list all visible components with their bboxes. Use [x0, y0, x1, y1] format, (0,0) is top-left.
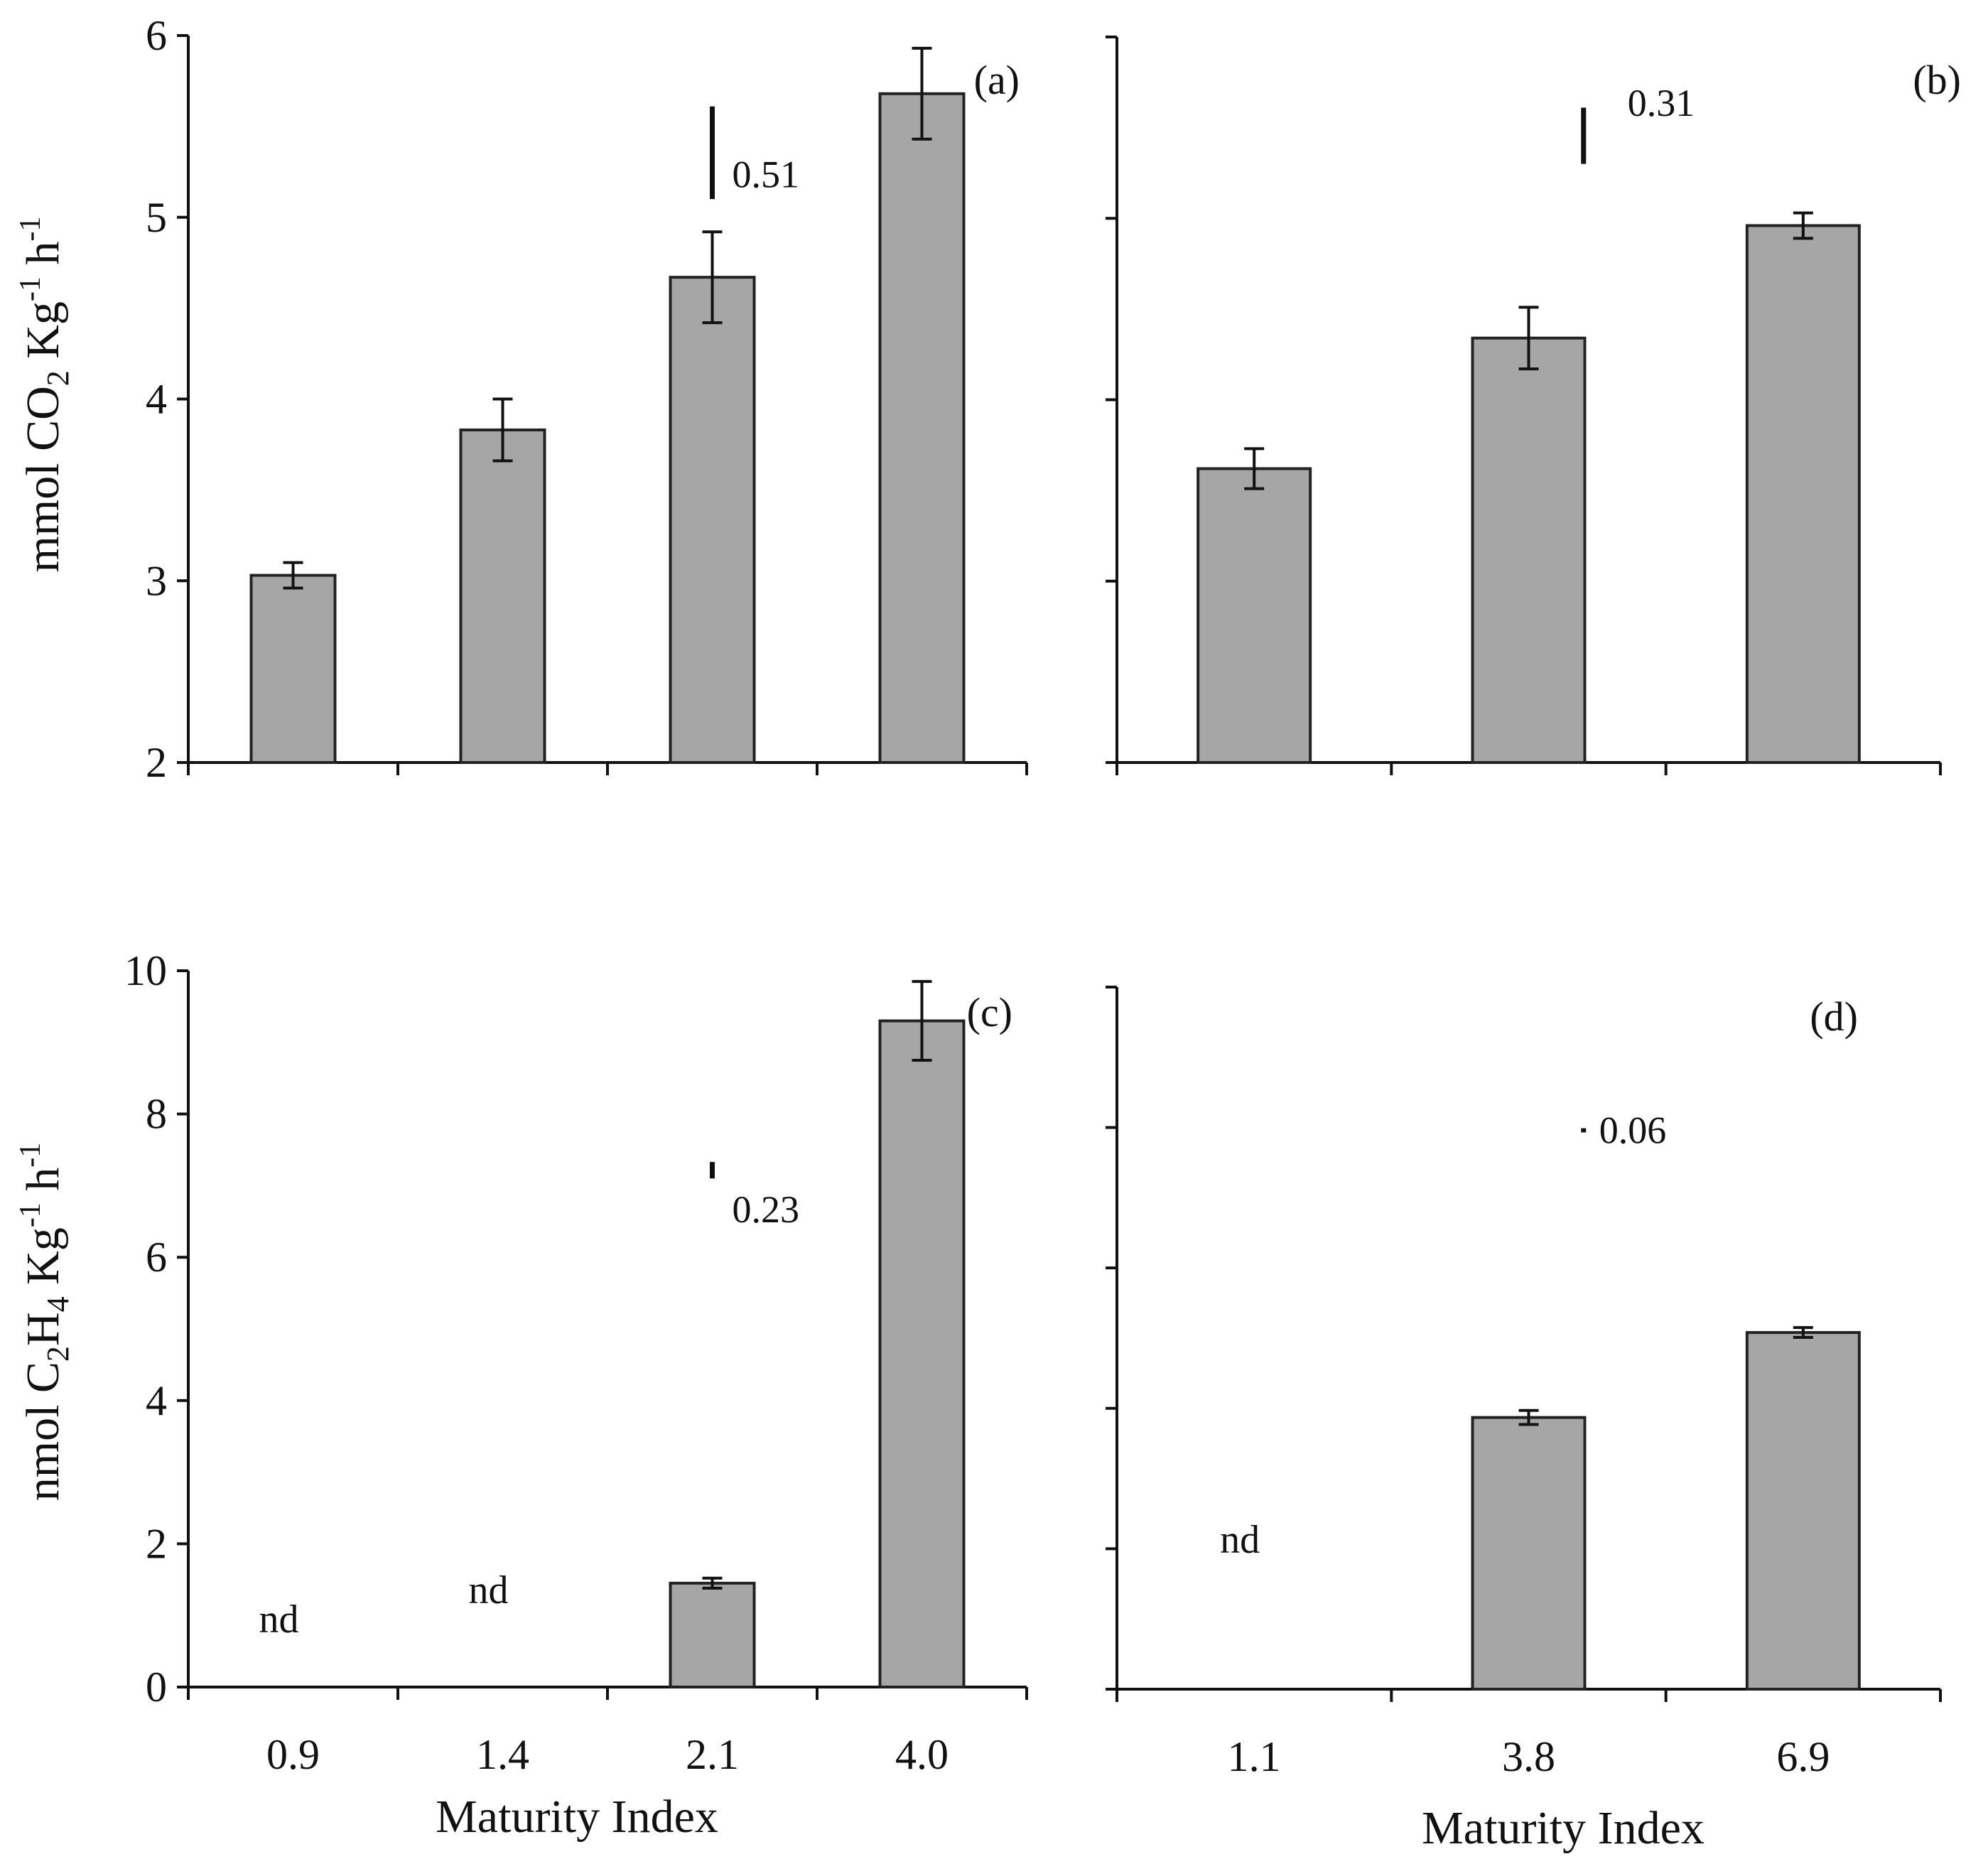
- x-axis-title-left: Maturity Index: [436, 1791, 718, 1843]
- bar: [1471, 1416, 1587, 1691]
- nd-label: nd: [1220, 1518, 1260, 1562]
- panel-b: 0.31 (b): [1106, 36, 1961, 775]
- x-tick-label: 3.8: [1502, 1733, 1555, 1780]
- y-tick-label: 4: [146, 1377, 167, 1424]
- lsd-label: 0.23: [733, 1188, 800, 1231]
- lsd-label: 0.06: [1599, 1109, 1667, 1152]
- y-tick-label: 5: [146, 194, 167, 241]
- y-tick-label: 10: [124, 947, 167, 994]
- panel-c: 0 2 4 6 8 10 nd 0.9 nd 1.4 2.1 4.0 0.23 (c): [124, 947, 1028, 1778]
- lsd-label: 0.51: [733, 153, 800, 196]
- y-tick-label: 3: [146, 557, 167, 604]
- x-tick-label: 2.1: [686, 1731, 739, 1778]
- nd-label: nd: [259, 1598, 299, 1642]
- panel-d: nd 1.1 3.8 6.9 0.06 (d): [1106, 986, 1942, 1780]
- y-tick-label: 8: [146, 1091, 167, 1138]
- y-tick-label: 6: [146, 1234, 167, 1281]
- y-tick-label: 0: [146, 1664, 167, 1711]
- bar: [669, 1581, 756, 1689]
- lsd-label: 0.31: [1628, 82, 1695, 124]
- nd-label: nd: [469, 1568, 509, 1612]
- panel-label: (a): [974, 57, 1020, 103]
- bar: [1745, 224, 1861, 764]
- bar: [249, 573, 337, 764]
- bar: [1745, 1331, 1861, 1691]
- bar: [1471, 336, 1587, 764]
- panel-a: 2 3 4 5 6 0.51 (a): [146, 12, 1028, 786]
- x-tick-label: 1.1: [1228, 1733, 1281, 1780]
- panel-label: (b): [1913, 57, 1961, 103]
- x-tick-label: 4.0: [895, 1731, 949, 1778]
- bar: [878, 92, 966, 764]
- y-axis-title-top: mmol CO2 Kg-1 h-1: [14, 217, 75, 573]
- y-tick-label: 6: [146, 12, 167, 59]
- x-axis-title-right: Maturity Index: [1422, 1802, 1705, 1854]
- panel-label: (d): [1810, 993, 1858, 1040]
- x-tick-label: 0.9: [266, 1731, 320, 1778]
- y-tick-label: 2: [146, 1520, 167, 1567]
- bar: [669, 276, 756, 764]
- x-tick-label: 6.9: [1776, 1733, 1830, 1780]
- y-tick-label: 4: [146, 376, 167, 423]
- bar: [459, 428, 546, 764]
- y-axis-title-bottom: nmol C2H4 Kg-1 h-1: [14, 1143, 75, 1502]
- x-tick-label: 1.4: [476, 1731, 529, 1778]
- bar: [1196, 467, 1312, 764]
- y-tick-label: 2: [146, 739, 167, 786]
- panel-label: (c): [967, 989, 1012, 1035]
- bar: [878, 1019, 966, 1689]
